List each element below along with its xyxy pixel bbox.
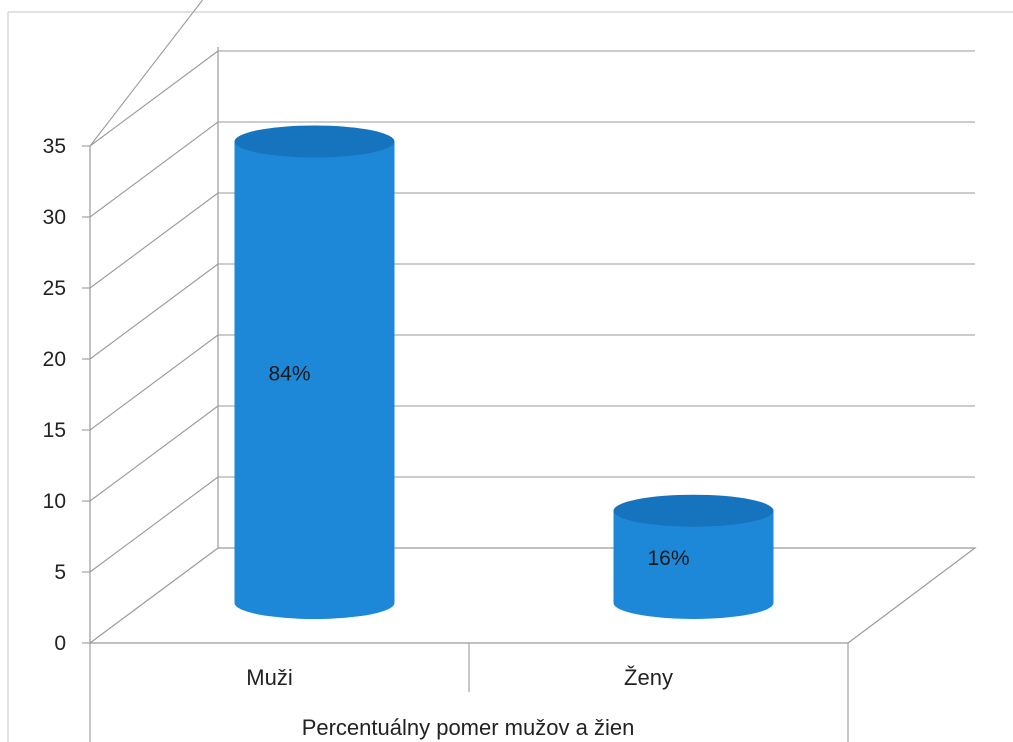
gridline-side <box>89 0 204 147</box>
data-label: 16% <box>647 547 689 570</box>
gridline-side <box>89 192 219 289</box>
data-label: 84% <box>268 362 310 385</box>
category-label: Ženy <box>624 665 673 690</box>
category-label: Muži <box>246 665 292 690</box>
cylinder-body <box>234 141 395 619</box>
gridlines <box>89 0 975 573</box>
cylinder-top <box>613 494 774 527</box>
floor-plane <box>88 547 977 644</box>
y-tick-label: 15 <box>43 419 66 442</box>
gridline-side <box>89 50 219 147</box>
y-axis-ticks: 0 5 10 15 20 25 30 35 <box>43 135 90 655</box>
gridline-side <box>89 476 219 573</box>
y-tick-label: 35 <box>43 135 66 158</box>
y-tick-label: 0 <box>54 632 66 655</box>
gridline-side <box>89 334 219 431</box>
cylinder-bar: 84% <box>234 125 395 619</box>
gridline-side <box>89 263 219 360</box>
bars: 84% 16% <box>234 125 774 619</box>
y-tick-label: 20 <box>43 348 66 371</box>
x-axis-title: Percentuálny pomer mužov a žien <box>302 715 635 740</box>
y-tick-label: 25 <box>43 277 66 300</box>
cylinder-body <box>613 510 774 619</box>
y-tick-label: 5 <box>54 561 66 584</box>
cylinder-top <box>234 125 395 158</box>
gridline-side <box>89 405 219 502</box>
y-tick-label: 30 <box>43 206 66 229</box>
gridline-side <box>89 121 219 218</box>
plot-frame <box>7 11 1013 742</box>
cylinder-bar: 16% <box>613 494 774 619</box>
chart-walls <box>88 47 977 644</box>
x-axis-categories: Muži Ženy <box>89 643 849 742</box>
y-tick-label: 10 <box>43 490 66 513</box>
